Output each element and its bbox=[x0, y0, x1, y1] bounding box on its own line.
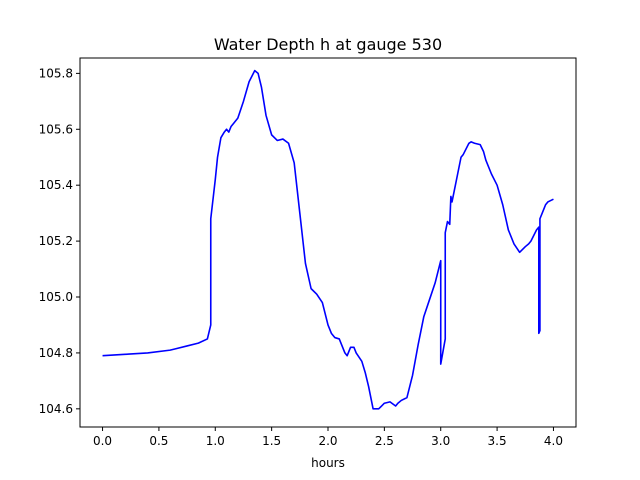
x-tick-label: 0.0 bbox=[93, 434, 112, 448]
x-tick-label: 3.5 bbox=[488, 434, 507, 448]
y-tick-label: 105.8 bbox=[39, 66, 73, 80]
x-tick-label: 3.0 bbox=[431, 434, 450, 448]
y-tick-label: 104.8 bbox=[39, 346, 73, 360]
y-tick-label: 105.2 bbox=[39, 234, 73, 248]
y-tick-label: 105.0 bbox=[39, 290, 73, 304]
x-tick-label: 4.0 bbox=[544, 434, 563, 448]
x-tick-label: 2.5 bbox=[375, 434, 394, 448]
series-line bbox=[102, 69, 554, 410]
x-tick-label: 1.5 bbox=[262, 434, 281, 448]
y-tick-label: 104.6 bbox=[39, 402, 73, 416]
plot-area: 0.0 0.5 1.0 1.5 2.0 2.5 3.0 3.5 4.0 104.6 104.8 105… bbox=[39, 57, 577, 448]
x-axis-label: hours bbox=[311, 456, 345, 470]
x-tick-label: 0.5 bbox=[149, 434, 168, 448]
axes-frame bbox=[79, 57, 577, 428]
x-tick-label: 2.0 bbox=[318, 434, 337, 448]
y-tick-label: 105.6 bbox=[39, 122, 73, 136]
chart-title: Water Depth h at gauge 530 bbox=[214, 35, 442, 54]
y-tick-label: 105.4 bbox=[39, 178, 73, 192]
x-tick-label: 1.0 bbox=[206, 434, 225, 448]
